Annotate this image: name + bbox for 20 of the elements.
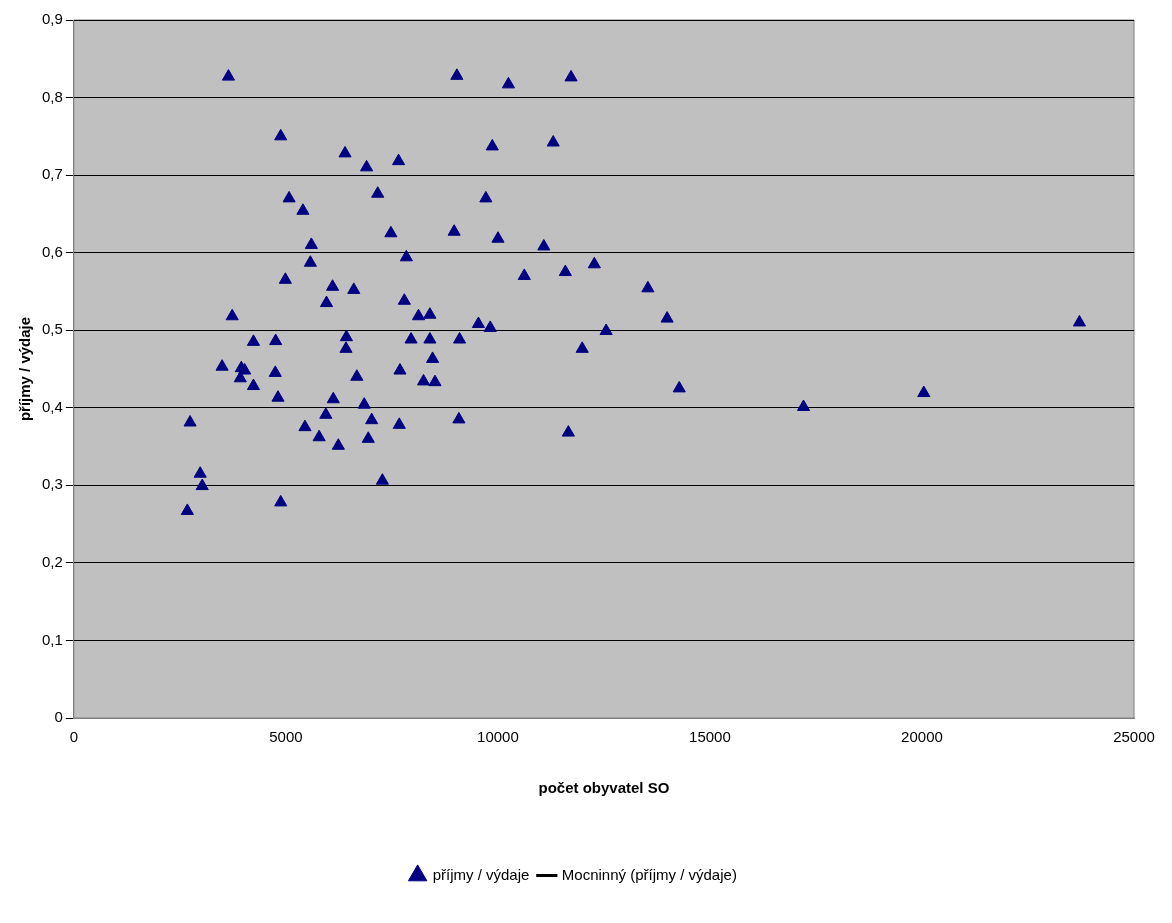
y-tick-label: 0,4 <box>41 397 63 415</box>
x-tick-label: 0 <box>69 728 79 746</box>
x-tick-label: 25000 <box>1113 728 1155 746</box>
y-tick-label: 0,5 <box>41 320 63 338</box>
x-axis-title: počet obyvatel SO <box>538 779 670 797</box>
x-tick-label: 10000 <box>477 728 519 746</box>
legend-label: příjmy / výdaje <box>432 865 530 883</box>
y-axis-title: příjmy / výdaje <box>16 316 34 422</box>
y-tick-label: 0,6 <box>41 242 63 260</box>
y-tick-label: 0,7 <box>41 165 63 183</box>
y-tick-label: 0,9 <box>41 10 63 28</box>
x-tick-label: 20000 <box>901 728 943 746</box>
x-tick-label: 5000 <box>269 728 303 746</box>
y-tick-label: 0 <box>54 708 63 726</box>
legend-label: Mocninný (příjmy / výdaje) <box>561 865 737 883</box>
y-tick-label: 0,8 <box>41 87 63 105</box>
y-tick-label: 0,1 <box>41 630 63 648</box>
y-tick-label: 0,3 <box>41 475 63 493</box>
y-tick-label: 0,2 <box>41 553 63 571</box>
x-tick-label: 15000 <box>689 728 731 746</box>
